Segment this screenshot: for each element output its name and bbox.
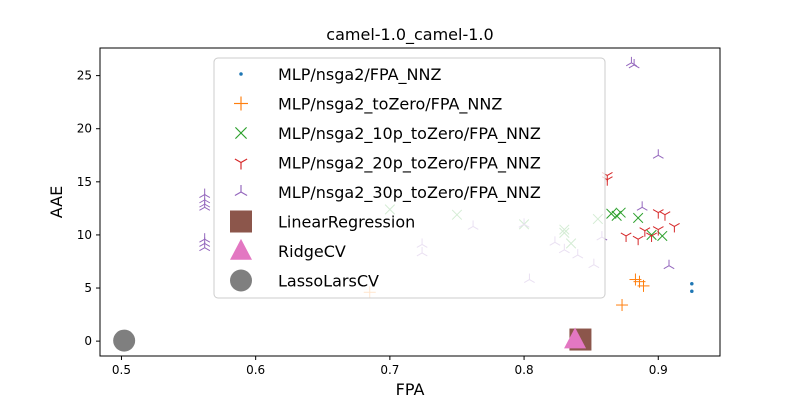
series-4-point-20 (652, 149, 664, 159)
series-4-point-6 (199, 241, 211, 252)
series-1-point-4 (637, 279, 650, 292)
series-2-point-10 (632, 212, 644, 224)
series-3-point-6 (652, 226, 664, 236)
series-2-point-12 (657, 230, 668, 242)
legend-marker-5 (230, 210, 252, 233)
y-tick-label: 20 (77, 122, 92, 136)
series-0-point-0 (690, 282, 694, 286)
legend-label: LassoLarsCV (278, 272, 379, 291)
legend-label: MLP/nsga2_20p_toZero/FPA_NNZ (278, 154, 541, 174)
y-axis-label: AAE (47, 186, 66, 218)
legend-marker-1 (234, 96, 248, 111)
legend-label: RidgeCV (278, 242, 346, 261)
series-3-point-7 (652, 209, 664, 219)
series-2-point-11 (646, 229, 657, 241)
series-4-point-18 (628, 58, 640, 69)
y-tick-label: 5 (84, 281, 92, 295)
y-tick-label: 10 (77, 228, 92, 242)
x-tick-label: 0.7 (380, 363, 399, 377)
x-tick-label: 0.9 (649, 363, 668, 377)
legend-label: MLP/nsga2_10p_toZero/FPA_NNZ (278, 124, 541, 144)
axis-ticks: 0.5 0.6 0.7 0.8 0.9 0 5 10 15 20 25 (77, 69, 668, 377)
series-1-point-1 (616, 299, 629, 312)
legend: MLP/nsga2/FPA_NNZ MLP/nsga2_toZero/FPA_NN… (213, 57, 606, 299)
plot-frame (99, 47, 721, 357)
legend-label: MLP/nsga2_30p_toZero/FPA_NNZ (278, 183, 541, 203)
x-tick-label: 0.6 (246, 363, 265, 377)
legend-label: MLP/nsga2_toZero/FPA_NNZ (278, 95, 502, 115)
y-tick-label: 0 (84, 334, 92, 348)
series-4-point-19 (636, 201, 648, 211)
legend-marker-4 (234, 185, 248, 197)
series-4-point-21 (663, 259, 675, 270)
legend-label: MLP/nsga2/FPA_NNZ (278, 65, 441, 85)
x-tick-label: 0.5 (112, 363, 131, 377)
series-2-point-8 (611, 210, 622, 221)
legend-marker-7 (230, 269, 252, 292)
legend-label: LinearRegression (278, 213, 415, 232)
series-3-point-4 (639, 227, 651, 237)
series-3-point-2 (620, 232, 632, 242)
legend-marker-2 (234, 126, 248, 140)
series-2-point-7 (606, 208, 617, 219)
series-4-point-0 (199, 188, 211, 198)
series-2-point-9 (615, 207, 626, 218)
series-6-point-0 (564, 327, 587, 349)
series-0-point-1 (690, 289, 694, 293)
legend-marker-6 (230, 238, 252, 260)
series-3-point-9 (668, 222, 680, 233)
x-tick-label: 0.8 (515, 363, 534, 377)
chart-title: camel-1.0_camel-1.0 (326, 25, 493, 45)
series-4-point-3 (199, 201, 211, 211)
legend-marker-0 (239, 72, 243, 76)
y-tick-label: 15 (77, 175, 92, 189)
series-3-point-5 (646, 232, 658, 242)
legend-box (213, 57, 606, 299)
legend-marker-3 (234, 158, 248, 170)
series-3-point-3 (632, 235, 644, 246)
series-3-point-8 (659, 211, 671, 221)
y-tick-label: 25 (77, 69, 92, 83)
series-4-point-17 (625, 56, 637, 67)
x-axis-label: FPA (396, 380, 425, 399)
series-7-point-0 (113, 329, 136, 352)
